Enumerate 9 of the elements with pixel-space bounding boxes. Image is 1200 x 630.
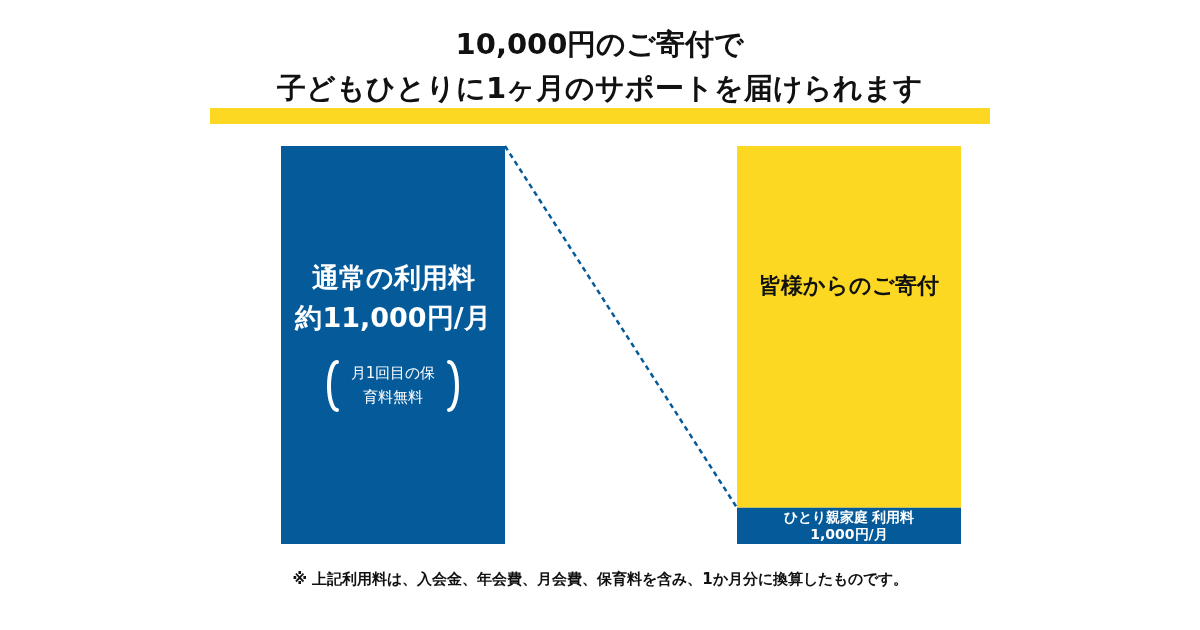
text: ※ 上記利用料は、入会金、年会費、月会費、保育料を含み、1か月分に換算したものです。 (291, 570, 909, 589)
data-label: 約11,000円/月 (294, 302, 491, 334)
series-label: 皆様からのご寄付 (759, 272, 939, 298)
chart-subtitle: 子どもひとりに1ヶ月のサポートを届けられます (210, 66, 990, 124)
annotation: ひとり親家庭 利用料 (783, 509, 915, 526)
data-label: 1,000円/月 (810, 526, 888, 543)
annotation: 月1回目の保育料無料 (350, 363, 436, 406)
chart-title: 10,000円のご寄付で (454, 26, 746, 63)
annotation: 通常の利用料 (311, 262, 475, 294)
